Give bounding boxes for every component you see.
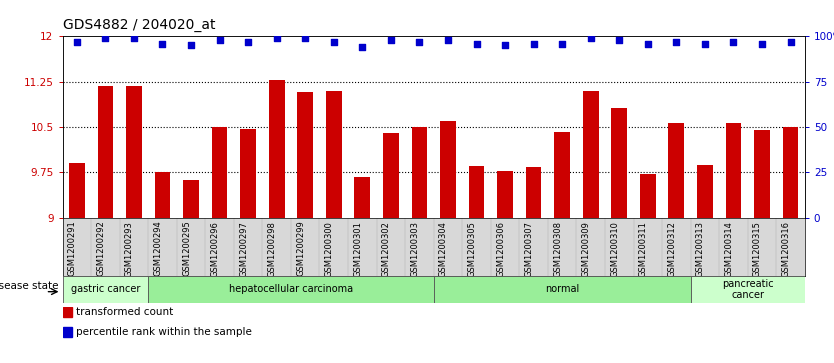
Point bbox=[499, 42, 512, 48]
Point bbox=[584, 35, 597, 41]
Bar bbox=[555, 132, 570, 218]
Text: hepatocellular carcinoma: hepatocellular carcinoma bbox=[229, 285, 353, 294]
Text: percentile rank within the sample: percentile rank within the sample bbox=[76, 327, 251, 337]
Bar bbox=[269, 80, 284, 218]
Bar bbox=[69, 163, 85, 218]
Point bbox=[327, 39, 340, 45]
Point bbox=[98, 35, 112, 41]
Text: GSM1200298: GSM1200298 bbox=[268, 221, 277, 277]
Point bbox=[270, 35, 284, 41]
Bar bbox=[183, 180, 198, 218]
Bar bbox=[726, 123, 741, 218]
Bar bbox=[126, 86, 142, 218]
Bar bbox=[212, 127, 228, 218]
Text: GSM1200295: GSM1200295 bbox=[182, 221, 191, 277]
Text: GSM1200296: GSM1200296 bbox=[210, 221, 219, 277]
Text: GSM1200299: GSM1200299 bbox=[296, 221, 305, 277]
Point bbox=[184, 42, 198, 48]
Bar bbox=[697, 165, 713, 218]
Bar bbox=[326, 91, 342, 218]
Point bbox=[441, 37, 455, 43]
Bar bbox=[154, 172, 170, 218]
Text: GSM1200312: GSM1200312 bbox=[667, 221, 676, 277]
Bar bbox=[298, 92, 313, 218]
Text: GSM1200311: GSM1200311 bbox=[639, 221, 648, 277]
Text: GSM1200297: GSM1200297 bbox=[239, 221, 249, 277]
Text: GDS4882 / 204020_at: GDS4882 / 204020_at bbox=[63, 19, 215, 33]
Point bbox=[527, 41, 540, 46]
Bar bbox=[782, 127, 798, 218]
Text: GSM1200316: GSM1200316 bbox=[781, 221, 791, 277]
Point bbox=[756, 41, 769, 46]
Bar bbox=[63, 327, 72, 337]
Text: gastric cancer: gastric cancer bbox=[71, 285, 140, 294]
Bar bbox=[583, 91, 599, 218]
Bar bbox=[383, 133, 399, 218]
Bar bbox=[440, 121, 456, 218]
Text: GSM1200314: GSM1200314 bbox=[725, 221, 733, 277]
Bar bbox=[640, 174, 656, 218]
Point bbox=[726, 39, 740, 45]
Point bbox=[555, 41, 569, 46]
Bar bbox=[611, 108, 627, 218]
Bar bbox=[63, 276, 148, 303]
Bar bbox=[469, 166, 485, 218]
Bar bbox=[98, 86, 113, 218]
Bar bbox=[497, 171, 513, 218]
Text: GSM1200302: GSM1200302 bbox=[382, 221, 391, 277]
Text: GSM1200309: GSM1200309 bbox=[581, 221, 590, 277]
Point bbox=[670, 39, 683, 45]
Text: GSM1200307: GSM1200307 bbox=[525, 221, 534, 277]
Text: GSM1200313: GSM1200313 bbox=[696, 221, 705, 277]
Point bbox=[470, 41, 483, 46]
Point bbox=[299, 35, 312, 41]
Bar bbox=[434, 276, 691, 303]
Point bbox=[128, 35, 141, 41]
Bar bbox=[63, 307, 72, 317]
Text: GSM1200300: GSM1200300 bbox=[324, 221, 334, 277]
Bar bbox=[691, 276, 805, 303]
Point bbox=[641, 41, 655, 46]
Point bbox=[612, 37, 626, 43]
Bar bbox=[411, 127, 427, 218]
Text: GSM1200306: GSM1200306 bbox=[496, 221, 505, 277]
Text: GSM1200304: GSM1200304 bbox=[439, 221, 448, 277]
Point bbox=[413, 39, 426, 45]
Text: GSM1200308: GSM1200308 bbox=[553, 221, 562, 277]
Point bbox=[698, 41, 711, 46]
Bar bbox=[669, 123, 684, 218]
Text: normal: normal bbox=[545, 285, 580, 294]
Text: pancreatic
cancer: pancreatic cancer bbox=[722, 279, 773, 300]
Bar bbox=[148, 276, 434, 303]
Point bbox=[70, 39, 83, 45]
Text: GSM1200301: GSM1200301 bbox=[354, 221, 362, 277]
Bar bbox=[754, 130, 770, 218]
Text: transformed count: transformed count bbox=[76, 307, 173, 317]
Text: GSM1200294: GSM1200294 bbox=[153, 221, 163, 277]
Text: disease state: disease state bbox=[0, 281, 58, 291]
Text: GSM1200293: GSM1200293 bbox=[125, 221, 134, 277]
Point bbox=[355, 44, 369, 50]
Point bbox=[213, 37, 226, 43]
Text: GSM1200303: GSM1200303 bbox=[410, 221, 420, 277]
Bar bbox=[525, 167, 541, 218]
Text: GSM1200292: GSM1200292 bbox=[97, 221, 105, 277]
Point bbox=[784, 39, 797, 45]
Text: GSM1200310: GSM1200310 bbox=[610, 221, 619, 277]
Bar bbox=[354, 177, 370, 218]
Text: GSM1200305: GSM1200305 bbox=[468, 221, 476, 277]
Point bbox=[156, 41, 169, 46]
Point bbox=[384, 37, 398, 43]
Text: GSM1200315: GSM1200315 bbox=[753, 221, 762, 277]
Point bbox=[241, 39, 254, 45]
Bar bbox=[240, 129, 256, 218]
Text: GSM1200291: GSM1200291 bbox=[68, 221, 77, 277]
